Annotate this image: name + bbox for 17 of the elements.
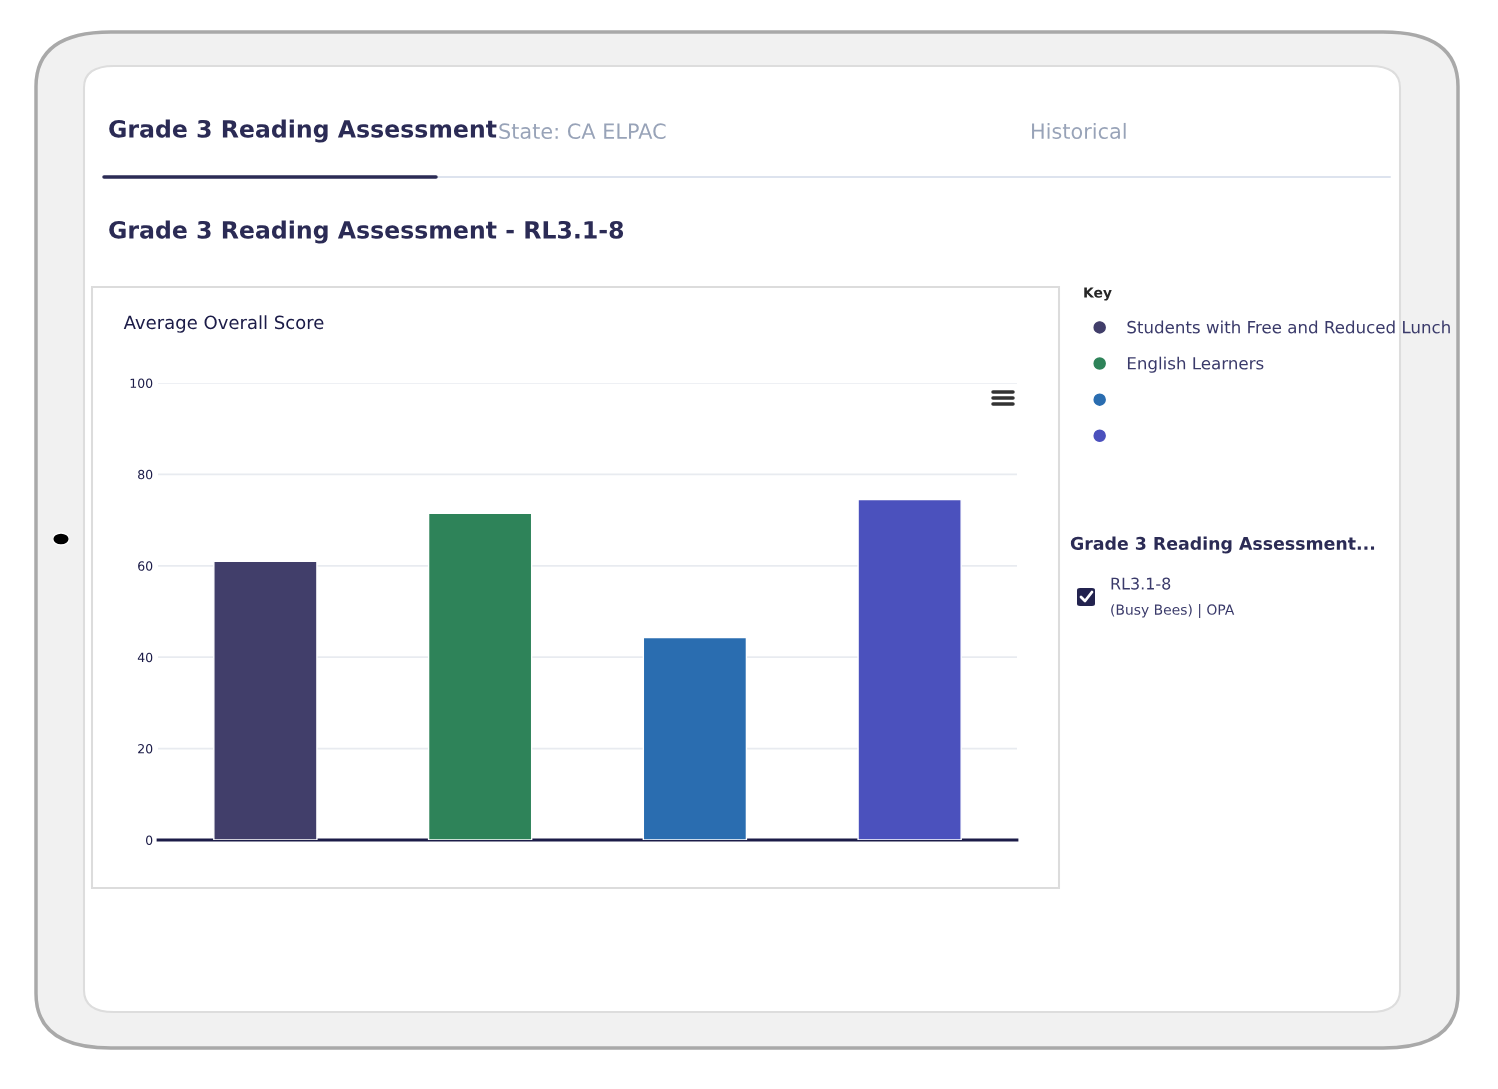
text: Grade 3 Reading Assessment - RL3.1-8	[109, 220, 624, 244]
text: (Busy Bees) | OPA	[1111, 604, 1235, 618]
y-tick-label: 20	[138, 744, 153, 754]
text: State: CA ELPAC	[499, 123, 666, 140]
y-tick-label: 80	[138, 469, 153, 480]
text: Grade 3 Reading Assessment...	[1070, 536, 1375, 554]
y-tick-label: 60	[138, 561, 153, 571]
y-tick-label: 40	[137, 652, 153, 663]
y-tick-label: 0	[146, 835, 153, 845]
chart-title: Average Overall Score	[123, 315, 324, 333]
legend-title: Key	[1084, 287, 1112, 301]
text: Grade 3 Reading Assessment	[109, 119, 497, 143]
text: Historical	[1032, 122, 1126, 140]
legend-label: English Learners	[1127, 356, 1264, 373]
legend-label: Students with Free and Reduced Lunch	[1127, 320, 1450, 334]
y-tick-label: 100	[130, 378, 153, 388]
text: RL3.1-8	[1111, 577, 1171, 590]
